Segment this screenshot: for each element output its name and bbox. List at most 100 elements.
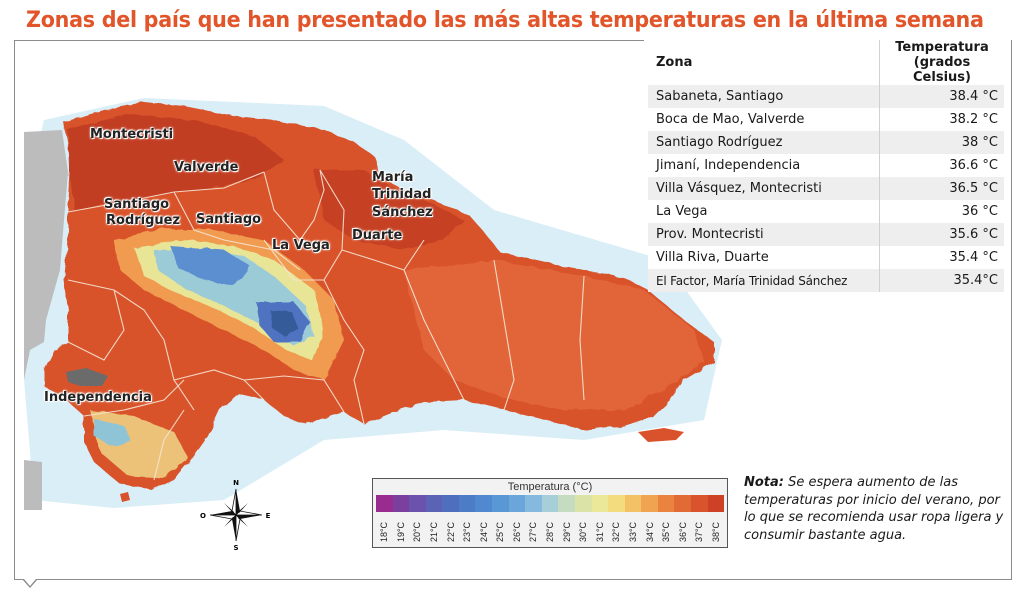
table-row: Villa Vásquez, Montecristi 36.5 °C bbox=[648, 177, 1004, 200]
legend-tick-label: 37°C bbox=[694, 521, 705, 543]
legend-swatch bbox=[492, 495, 509, 512]
temp-cell: 38.4 °C bbox=[879, 85, 1004, 108]
legend-tick: 35°C bbox=[658, 512, 675, 546]
note: Nota: Se espera aumento de las temperatu… bbox=[744, 474, 1006, 544]
legend-swatch bbox=[591, 495, 609, 512]
table-row: La Vega 36 °C bbox=[648, 200, 1004, 223]
legend-tick-label: 38°C bbox=[710, 521, 721, 543]
legend-swatches bbox=[376, 495, 725, 512]
zona-cell: Jimaní, Independencia bbox=[648, 154, 880, 177]
map-label-mts-line2: Trinidad bbox=[372, 187, 432, 202]
zona-cell: Villa Riva, Duarte bbox=[648, 246, 880, 269]
legend-tick: 20°C bbox=[409, 512, 426, 546]
legend-swatch bbox=[475, 495, 493, 512]
header-temp-line1: Temperatura bbox=[895, 40, 989, 55]
zona-cell: Santiago Rodríguez bbox=[648, 131, 880, 154]
sierra-sw-cool bbox=[94, 418, 132, 446]
map-label-montecristi: Montecristi bbox=[90, 127, 174, 142]
legend-swatch bbox=[392, 495, 410, 512]
province-borders bbox=[67, 169, 585, 481]
map-label-santiago: Santiago bbox=[196, 212, 262, 227]
legend-swatch bbox=[409, 495, 426, 512]
legend-tick: 22°C bbox=[442, 512, 459, 546]
lake-enriquillo bbox=[66, 368, 108, 386]
legend-swatch bbox=[574, 495, 592, 512]
hot-zone-north bbox=[68, 114, 284, 212]
east-plain bbox=[404, 260, 704, 410]
legend-tick: 36°C bbox=[674, 512, 691, 546]
legend-tick-label: 30°C bbox=[578, 521, 589, 543]
legend-swatch bbox=[707, 495, 725, 512]
legend-tick: 25°C bbox=[492, 512, 509, 546]
legend-swatch bbox=[558, 495, 575, 512]
zona-cell: Boca de Mao, Valverde bbox=[648, 108, 880, 131]
legend-swatch bbox=[508, 495, 526, 512]
map-label-independencia: Independencia bbox=[44, 390, 152, 405]
zona-cell: Villa Vásquez, Montecristi bbox=[648, 177, 880, 200]
legend-tick-label: 21°C bbox=[429, 521, 440, 543]
legend-tick-label: 18°C bbox=[379, 521, 390, 543]
legend-swatch bbox=[376, 495, 393, 512]
table-row: Villa Riva, Duarte 35.4 °C bbox=[648, 246, 1004, 269]
zona-cell: El Factor, María Trinidad Sánchez bbox=[648, 269, 880, 292]
legend-swatch bbox=[657, 495, 675, 512]
temp-cell: 35.6 °C bbox=[879, 223, 1004, 246]
temperature-legend: Temperatura (°C) 18°C 19°C 20°C 21°C 22°C 23°… bbox=[372, 478, 728, 548]
legend-tick: 24°C bbox=[475, 512, 492, 546]
legend-tick: 27°C bbox=[525, 512, 542, 546]
legend-swatch bbox=[541, 495, 559, 512]
legend-tick: 26°C bbox=[509, 512, 526, 546]
legend-swatch bbox=[624, 495, 642, 512]
legend-tick: 38°C bbox=[708, 512, 725, 546]
legend-swatch bbox=[641, 495, 658, 512]
page-title: Zonas del país que han presentado las má… bbox=[26, 8, 984, 33]
legend-tick-label: 35°C bbox=[661, 521, 672, 543]
frame-divider bbox=[14, 40, 644, 41]
legend-tick-label: 26°C bbox=[511, 521, 522, 543]
legend-swatch bbox=[608, 495, 625, 512]
legend-tick: 33°C bbox=[625, 512, 642, 546]
legend-tick-label: 27°C bbox=[528, 521, 539, 543]
legend-ticks: 18°C 19°C 20°C 21°C 22°C 23°C 24°C 25°C 26°C 27°C… bbox=[376, 512, 724, 546]
header-zona: Zona bbox=[648, 40, 880, 85]
zona-cell: La Vega bbox=[648, 200, 880, 223]
temp-cell: 36 °C bbox=[879, 200, 1004, 223]
temp-cell: 36.5 °C bbox=[879, 177, 1004, 200]
legend-title: Temperatura (°C) bbox=[507, 481, 593, 493]
legend-swatch bbox=[458, 495, 476, 512]
compass-rose-icon: N S E O bbox=[200, 479, 271, 550]
legend-tick-label: 31°C bbox=[594, 521, 605, 543]
temp-cell: 35.4 °C bbox=[879, 246, 1004, 269]
zona-cell: Prov. Montecristi bbox=[648, 223, 880, 246]
legend-tick: 23°C bbox=[459, 512, 476, 546]
map-label-mts-line1: María bbox=[372, 170, 414, 185]
table-row: Boca de Mao, Valverde 38.2 °C bbox=[648, 108, 1004, 131]
temp-cell: 38 °C bbox=[879, 131, 1004, 154]
header-temperatura: Temperatura (grados Celsius) bbox=[879, 40, 1004, 85]
map-label-santiago-rodriguez-line2: Rodríguez bbox=[106, 213, 181, 228]
cordillera-coldest bbox=[270, 310, 298, 336]
compass-n: N bbox=[233, 479, 239, 487]
legend-swatch bbox=[442, 495, 459, 512]
legend-tick-label: 33°C bbox=[627, 521, 638, 543]
legend-tick-label: 32°C bbox=[611, 521, 622, 543]
legend-tick-label: 29°C bbox=[561, 521, 572, 543]
temperature-map bbox=[24, 98, 722, 510]
legend-tick: 30°C bbox=[575, 512, 592, 546]
isla-beata bbox=[120, 492, 130, 502]
map-label-santiago-rodriguez-line1: Santiago bbox=[104, 197, 170, 212]
table-row: Sabaneta, Santiago 38.4 °C bbox=[648, 85, 1004, 108]
map-label-duarte: Duarte bbox=[352, 228, 403, 243]
legend-tick: 28°C bbox=[542, 512, 559, 546]
legend-tick-label: 25°C bbox=[495, 521, 506, 543]
legend-tick: 21°C bbox=[426, 512, 443, 546]
legend-tick: 19°C bbox=[393, 512, 410, 546]
table-header-row: Zona Temperatura (grados Celsius) bbox=[648, 40, 1004, 85]
legend-swatch bbox=[525, 495, 542, 512]
table-row: Jimaní, Independencia 36.6 °C bbox=[648, 154, 1004, 177]
legend-swatch bbox=[425, 495, 443, 512]
temperature-table: Zona Temperatura (grados Celsius) Sabane… bbox=[648, 40, 1004, 292]
temp-cell: 38.2 °C bbox=[879, 108, 1004, 131]
temp-cell: 36.6 °C bbox=[879, 154, 1004, 177]
temp-cell: 35.4°C bbox=[879, 269, 1004, 292]
